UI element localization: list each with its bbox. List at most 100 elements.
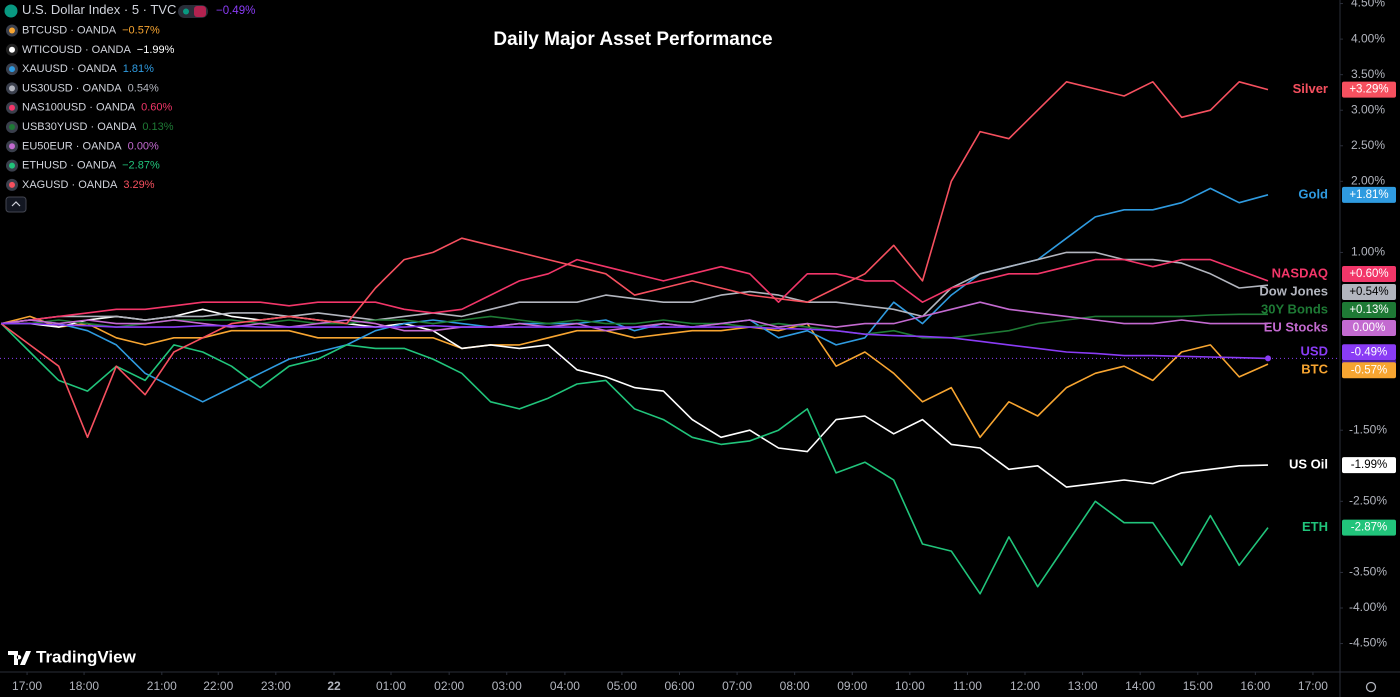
legend-header: U.S. Dollar Index · 5 · TVC — [22, 2, 176, 17]
series-name: US Oil — [1289, 457, 1328, 472]
legend-symbol: US30USD · OANDA — [22, 82, 122, 94]
symbol-icon-core — [9, 104, 15, 111]
symbol-icon-core — [9, 181, 15, 188]
price-tag — [1342, 519, 1396, 536]
price-tag-label: -0.49% — [1351, 346, 1387, 358]
y-tick-label: 3.00% — [1351, 102, 1385, 116]
series-name: USD — [1301, 344, 1328, 359]
legend-row: EU50EUR · OANDA 0.00% — [22, 140, 159, 152]
y-tick-label: -1.50% — [1349, 422, 1387, 436]
y-tick-label: -4.00% — [1349, 600, 1387, 614]
symbol-icon-core — [9, 162, 15, 169]
price-tag-label: +1.81% — [1349, 189, 1388, 201]
legend-value: 0.60% — [141, 102, 172, 114]
price-tag — [1342, 265, 1396, 282]
legend-symbol: NAS100USD · OANDA — [22, 102, 136, 114]
legend-symbol: U.S. Dollar Index · 5 · TVC — [22, 2, 176, 17]
price-tag — [1342, 301, 1396, 318]
watermark-text: TradingView — [36, 647, 137, 666]
x-tick-label: 02:00 — [434, 679, 464, 693]
x-tick-label: 06:00 — [664, 679, 694, 693]
x-tick-label: 22 — [327, 679, 341, 693]
series-name: Dow Jones — [1259, 283, 1328, 298]
legend-row: XAGUSD · OANDA 3.29% — [22, 179, 155, 191]
legend-value: 1.81% — [123, 63, 154, 75]
x-tick-label: 13:00 — [1068, 679, 1098, 693]
symbol-icon-core — [9, 85, 15, 92]
x-tick-label: 17:00 — [12, 679, 42, 693]
series-name: BTC — [1301, 362, 1328, 377]
price-tag-label: +3.29% — [1349, 84, 1388, 96]
series-name: NASDAQ — [1272, 265, 1328, 280]
legend-row: ETHUSD · OANDA −2.87% — [22, 160, 160, 172]
price-tag-label: -0.57% — [1351, 364, 1387, 376]
x-tick-label: 11:00 — [953, 679, 982, 693]
price-tag — [1342, 457, 1396, 474]
symbol-icon-core — [9, 124, 15, 130]
price-tag — [1342, 319, 1396, 336]
legend-row: NAS100USD · OANDA 0.60% — [22, 102, 173, 114]
symbol-icon-core — [9, 46, 15, 53]
price-tag-label: +0.54% — [1349, 286, 1388, 298]
price-tag-label: +0.13% — [1349, 304, 1388, 316]
legend-row: US30USD · OANDA 0.54% — [22, 82, 159, 94]
y-tick-label: 4.50% — [1351, 0, 1385, 10]
price-tag-label: -1.99% — [1351, 459, 1387, 471]
legend-row: BTCUSD · OANDA −0.57% — [22, 24, 160, 36]
series-line — [1, 313, 1268, 339]
legend-symbol: WTICOUSD · OANDA — [22, 44, 131, 56]
settings-icon[interactable] — [1365, 681, 1377, 693]
last-point — [1265, 355, 1272, 362]
x-tick-label: 18:00 — [69, 679, 99, 693]
symbol-icon-core — [9, 27, 15, 34]
legend-symbol: BTCUSD · OANDA — [22, 24, 117, 36]
legend-value: −2.87% — [122, 160, 160, 172]
x-tick-label: 01:00 — [376, 679, 406, 693]
series-name: EU Stocks — [1264, 319, 1328, 334]
x-tick-label: 15:00 — [1183, 679, 1213, 693]
x-tick-label: 12:00 — [1010, 679, 1040, 693]
series-line — [1, 322, 1269, 360]
legend-row: WTICOUSD · OANDA −1.99% — [22, 44, 175, 56]
x-tick-label: 16:00 — [1240, 679, 1270, 693]
chart-title: Daily Major Asset Performance — [493, 29, 772, 50]
y-tick-label: 4.00% — [1351, 31, 1385, 45]
y-tick-label: -2.50% — [1349, 494, 1387, 508]
series-name: Silver — [1293, 81, 1328, 96]
collapse-button[interactable] — [5, 196, 27, 213]
series-line — [0, 323, 1269, 595]
x-tick-label: 22:00 — [203, 679, 233, 693]
x-tick-label: 21:00 — [147, 679, 177, 693]
legend-symbol: EU50EUR · OANDA — [22, 140, 122, 152]
legend-row: XAUUSD · OANDA 1.81% — [22, 63, 154, 75]
y-tick-label: -3.50% — [1349, 565, 1387, 579]
legend-value: 0.54% — [128, 82, 159, 94]
watermark-logo — [8, 651, 31, 665]
series-name: Gold — [1298, 186, 1328, 201]
x-tick-label: 04:00 — [550, 679, 580, 693]
legend-value: −1.99% — [137, 44, 175, 56]
plot-area — [0, 81, 1340, 595]
x-tick-label: 17:00 — [1298, 679, 1328, 693]
series-name: ETH — [1302, 519, 1328, 534]
legend-symbol: ETHUSD · OANDA — [22, 160, 117, 172]
price-tag — [1342, 81, 1396, 98]
legend-value: −0.57% — [122, 24, 160, 36]
y-tick-label: 1.00% — [1351, 245, 1385, 259]
y-tick-label: 2.50% — [1351, 138, 1385, 152]
series-line — [1, 187, 1269, 403]
status-flag — [194, 6, 206, 17]
price-tag — [1342, 362, 1396, 379]
price-tag-label: -2.87% — [1351, 522, 1387, 534]
settings-gear[interactable] — [1365, 681, 1377, 693]
symbol-icon — [4, 4, 18, 18]
symbol-icon-core — [9, 143, 15, 150]
y-tick-label: 2.00% — [1351, 174, 1385, 188]
legend-value: 0.00% — [128, 140, 159, 152]
series-name: 30Y Bonds — [1261, 301, 1328, 316]
symbol-icon-core — [9, 66, 15, 73]
y-tick-label: 3.50% — [1351, 67, 1385, 81]
status-dot — [183, 8, 189, 15]
